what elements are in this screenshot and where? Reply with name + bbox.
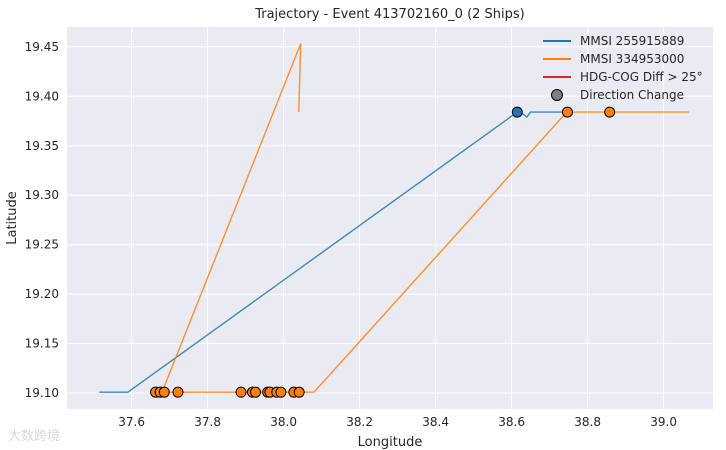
legend: MMSI 255915889 MMSI 334953000 HDG-COG Diff… — [543, 34, 703, 102]
x-tick-label: 37.6 — [118, 415, 145, 429]
direction-change-marker — [172, 386, 184, 398]
x-tick-label: 39.0 — [650, 415, 677, 429]
direction-change-marker — [275, 386, 287, 398]
y-tick-label: 19.35 — [25, 139, 59, 153]
legend-label: Direction Change — [580, 88, 684, 102]
y-tick-label: 19.40 — [25, 89, 59, 103]
x-tick-labels: 37.6 37.8 38.0 38.2 38.4 38.6 38.8 39.0 — [118, 415, 677, 429]
x-tick-label: 38.4 — [422, 415, 449, 429]
watermark: 大数跨境 — [8, 429, 60, 444]
markers-group — [150, 106, 616, 398]
y-axis-label: Latitude — [5, 191, 20, 245]
plot-background — [67, 27, 713, 409]
legend-label: HDG-COG Diff > 25° — [580, 70, 703, 84]
direction-change-marker — [235, 386, 247, 398]
direction-change-marker — [604, 106, 616, 118]
direction-change-marker — [511, 106, 523, 118]
direction-change-marker — [561, 106, 573, 118]
y-tick-label: 19.25 — [25, 238, 59, 252]
y-tick-label: 19.45 — [25, 40, 59, 54]
direction-change-marker — [249, 386, 261, 398]
y-tick-label: 19.10 — [25, 386, 59, 400]
y-tick-label: 19.15 — [25, 337, 59, 351]
y-tick-label: 19.20 — [25, 287, 59, 301]
x-tick-label: 38.8 — [574, 415, 601, 429]
direction-change-marker — [158, 386, 170, 398]
x-tick-label: 38.0 — [270, 415, 297, 429]
y-tick-labels: 19.10 19.15 19.20 19.25 19.30 19.35 19.40 19.45 — [25, 40, 59, 400]
legend-swatch-marker — [551, 89, 563, 101]
chart-title: Trajectory - Event 413702160_0 (2 Ships) — [254, 7, 525, 22]
y-tick-label: 19.30 — [25, 188, 59, 202]
series-line-1 — [99, 111, 569, 393]
direction-change-marker — [293, 386, 305, 398]
legend-label: MMSI 334953000 — [580, 52, 684, 66]
x-tick-label: 38.2 — [346, 415, 373, 429]
x-axis-label: Longitude — [358, 435, 423, 450]
x-tick-label: 37.8 — [194, 415, 221, 429]
grid — [67, 27, 713, 409]
legend-label: MMSI 255915889 — [580, 34, 684, 48]
x-tick-label: 38.6 — [498, 415, 525, 429]
